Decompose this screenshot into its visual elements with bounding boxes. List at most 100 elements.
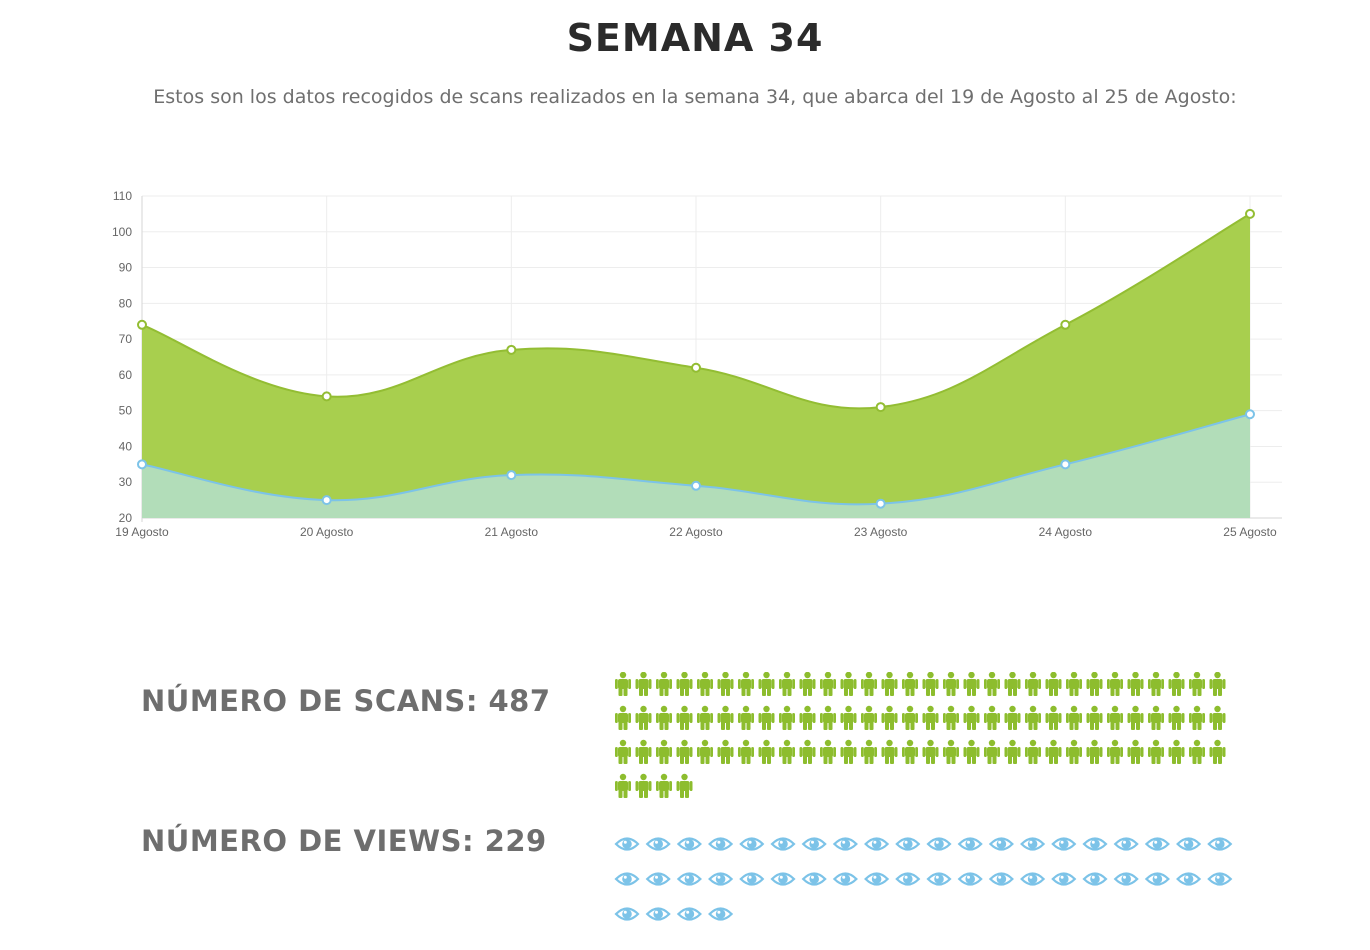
person-icon <box>676 739 693 764</box>
person-icon <box>1148 739 1164 764</box>
person-icon <box>615 705 631 730</box>
series-1-point <box>1060 319 1071 330</box>
person-icon <box>635 739 652 764</box>
series-1-area <box>142 213 1250 518</box>
person-icon <box>799 739 816 764</box>
series-1-point <box>875 402 886 413</box>
person-icon <box>922 739 939 764</box>
person-icon <box>820 672 836 696</box>
person-icon <box>717 672 734 696</box>
person-icon <box>1025 705 1041 730</box>
eye-icon <box>926 872 952 886</box>
eye-icon <box>1051 872 1077 886</box>
eye-icon <box>801 872 827 886</box>
person-icon <box>615 672 631 696</box>
eye-icon <box>645 872 671 886</box>
person-icon <box>1066 705 1082 730</box>
y-tick-label: 80 <box>119 296 133 310</box>
eye-icon <box>614 872 640 886</box>
person-icon <box>697 705 713 730</box>
person-icon <box>1189 705 1205 730</box>
person-icon <box>717 739 734 764</box>
person-icon <box>943 739 959 764</box>
person-icon <box>697 739 713 764</box>
person-icon <box>1168 705 1185 730</box>
person-icon <box>738 739 754 764</box>
person-icon <box>799 705 816 730</box>
eye-icon <box>708 837 734 851</box>
person-icon <box>861 705 877 730</box>
eye-icon <box>645 837 671 851</box>
person-icon <box>963 739 980 764</box>
person-icon <box>1004 739 1021 764</box>
eye-icon <box>1176 837 1202 851</box>
y-tick-label: 100 <box>112 225 132 239</box>
person-icon <box>984 739 1000 764</box>
person-icon <box>635 705 652 730</box>
person-icon <box>635 672 652 696</box>
series-2-point <box>137 459 147 470</box>
series-2-point <box>321 495 332 506</box>
series-1-point <box>321 391 332 402</box>
person-icon <box>738 705 754 730</box>
eye-icon <box>988 837 1014 851</box>
person-icon <box>779 705 795 730</box>
x-tick-label: 22 Agosto <box>669 525 723 539</box>
person-icon <box>902 739 918 764</box>
scans-count-label: NÚMERO DE SCANS: 487 <box>141 684 551 718</box>
eye-icon <box>770 837 796 851</box>
series-1-point <box>1245 208 1255 219</box>
person-icon <box>1025 739 1041 764</box>
person-icon <box>697 672 713 696</box>
series-1-point <box>691 362 701 373</box>
series-2-point <box>875 498 886 509</box>
eye-icon <box>739 837 765 851</box>
y-tick-label: 30 <box>119 475 133 489</box>
eye-icon <box>676 837 702 851</box>
eye-icon <box>676 872 702 886</box>
person-icon <box>758 672 775 696</box>
eye-icon <box>1207 872 1233 886</box>
eye-icon <box>957 872 983 886</box>
person-icon <box>1045 705 1062 730</box>
eye-icon <box>1207 837 1233 851</box>
y-tick-label: 60 <box>119 368 133 382</box>
eye-icon <box>926 837 952 851</box>
person-icon <box>1148 705 1164 730</box>
page-title: SEMANA 34 <box>566 16 824 60</box>
person-icon <box>861 672 877 696</box>
person-icon <box>738 672 754 696</box>
x-tick-label: 19 Agosto <box>115 525 169 539</box>
person-icon <box>676 705 693 730</box>
person-icon <box>902 705 918 730</box>
person-icon <box>656 672 672 696</box>
eye-icon <box>895 872 921 886</box>
person-icon <box>840 739 857 764</box>
person-icon <box>1004 705 1021 730</box>
eye-icon <box>708 907 734 921</box>
series-2-point <box>1245 409 1255 420</box>
person-icon <box>615 773 631 798</box>
person-icon <box>799 672 816 696</box>
person-icon <box>1168 739 1185 764</box>
eye-icon <box>676 907 702 921</box>
eye-icon <box>1082 837 1108 851</box>
person-icon <box>656 739 672 764</box>
y-tick-label: 70 <box>119 332 133 346</box>
y-tick-label: 20 <box>119 511 133 525</box>
person-icon <box>676 773 693 798</box>
eye-icon <box>1113 837 1139 851</box>
y-tick-label: 110 <box>113 189 132 203</box>
x-tick-label: 24 Agosto <box>1039 525 1093 539</box>
person-icon <box>1045 672 1062 696</box>
person-icon <box>840 705 857 730</box>
eye-icon <box>708 872 734 886</box>
x-tick-label: 21 Agosto <box>485 525 539 539</box>
person-icon <box>820 705 836 730</box>
y-tick-label: 40 <box>119 439 133 453</box>
x-tick-label: 25 Agosto <box>1223 525 1277 539</box>
eye-icon <box>832 837 858 851</box>
person-icon <box>984 705 1000 730</box>
person-icon <box>1127 739 1144 764</box>
person-icon <box>943 705 959 730</box>
